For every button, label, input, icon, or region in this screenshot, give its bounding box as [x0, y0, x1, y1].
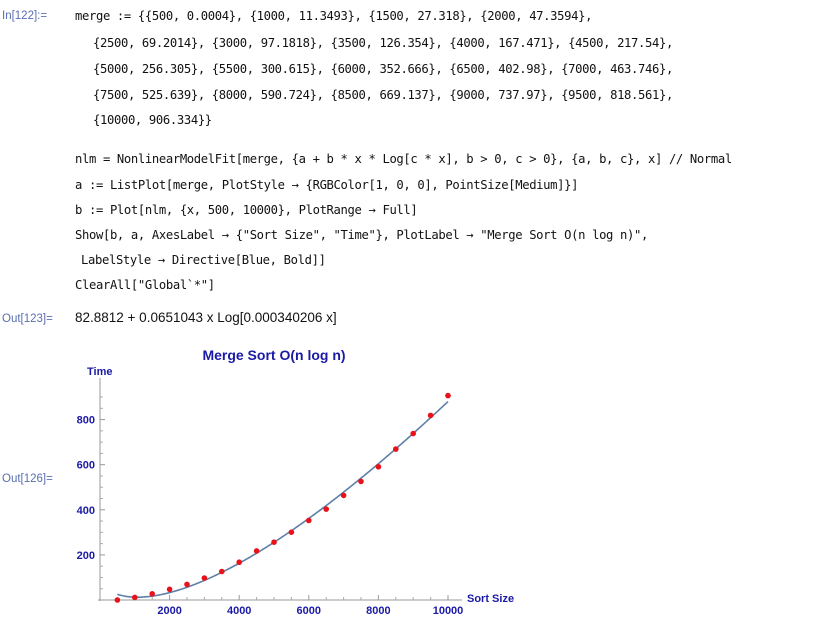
data-point — [114, 597, 121, 603]
data-point — [323, 506, 330, 512]
data-point — [445, 392, 451, 399]
labelstyle-line[interactable]: LabelStyle → Directive[Blue, Bold]] — [81, 253, 326, 267]
y-tick-label: 200 — [77, 550, 95, 562]
data-point — [375, 463, 382, 470]
plot-line[interactable]: b := Plot[nlm, {x, 500, 10000}, PlotRang… — [75, 203, 418, 217]
x-tick-label: 10000 — [433, 605, 464, 617]
fit-curve — [117, 400, 449, 598]
data-point — [132, 594, 138, 601]
x-tick-label: 8000 — [366, 605, 390, 617]
data-points — [114, 392, 451, 603]
output-label-126: Out[126]= — [2, 473, 53, 485]
y-tick-label: 400 — [77, 505, 95, 517]
data-point — [149, 591, 155, 597]
data-point — [201, 575, 208, 581]
merge-definition-line-4[interactable]: {7500, 525.639}, {8000, 590.724}, {8500,… — [93, 88, 673, 102]
input-label-122: In[122]:= — [2, 10, 48, 22]
y-tick-label: 600 — [77, 460, 95, 472]
data-point — [184, 581, 190, 588]
merge-definition-line-3[interactable]: {5000, 256.305}, {5500, 300.615}, {6000,… — [93, 62, 673, 76]
x-tick-label: 4000 — [227, 605, 251, 617]
x-tick-label: 2000 — [157, 605, 181, 617]
y-axis-label: Time — [87, 366, 112, 378]
axes — [98, 378, 462, 601]
data-point — [253, 548, 260, 554]
data-point — [410, 430, 417, 437]
show-line[interactable]: Show[b, a, AxesLabel → {"Sort Size", "Ti… — [75, 228, 648, 242]
data-point — [306, 517, 312, 524]
data-point — [288, 529, 295, 536]
chart-title: Merge Sort O(n log n) — [202, 347, 345, 363]
data-point — [358, 478, 364, 485]
data-point — [393, 446, 399, 452]
data-point — [271, 539, 277, 545]
data-point — [236, 559, 242, 566]
fit-output-expression: 82.8812 + 0.0651043 x Log[0.000340206 x] — [75, 310, 337, 325]
merge-definition-line-1[interactable]: merge := {{500, 0.0004}, {1000, 11.3493}… — [75, 9, 593, 23]
x-axis-label: Sort Size — [467, 593, 514, 605]
y-tick-label: 800 — [77, 415, 95, 427]
data-point — [340, 492, 347, 499]
nlm-fit-line[interactable]: nlm = NonlinearModelFit[merge, {a + b * … — [75, 152, 732, 166]
listplot-line[interactable]: a := ListPlot[merge, PlotStyle → {RGBCol… — [75, 178, 579, 192]
x-tick-label: 6000 — [297, 605, 321, 617]
output-label-123: Out[123]= — [2, 313, 53, 325]
merge-definition-line-2[interactable]: {2500, 69.2014}, {3000, 97.1818}, {3500,… — [93, 36, 673, 50]
axis-ticks: 2000 4000 6000 8000 10000 200 400 600 800 — [77, 396, 464, 617]
fit-curve-group — [117, 400, 449, 598]
clearall-line[interactable]: ClearAll["Global`*"] — [75, 278, 215, 292]
merge-definition-line-5[interactable]: {10000, 906.334}} — [93, 113, 212, 127]
data-point — [427, 412, 434, 419]
data-point — [219, 568, 225, 575]
data-point — [166, 586, 173, 593]
